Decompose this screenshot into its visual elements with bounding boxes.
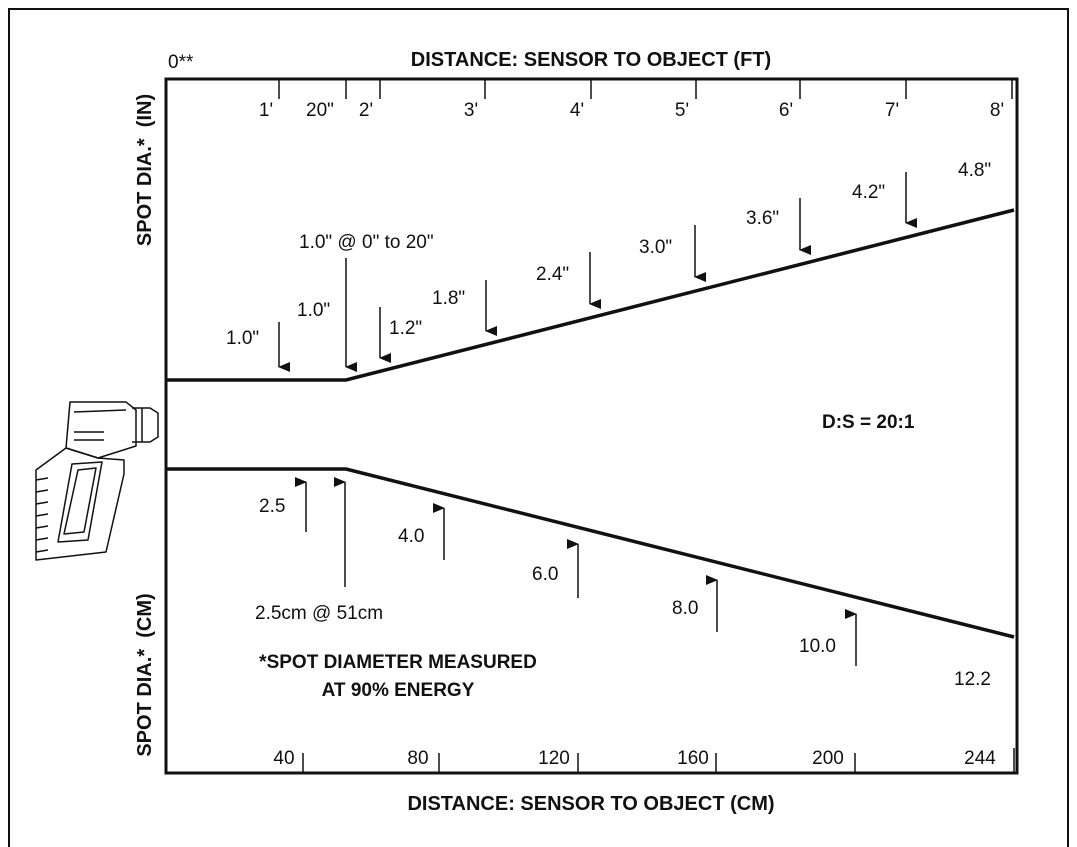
inch-callout-label: 1.0"	[297, 300, 330, 321]
bottom-axis-title: DISTANCE: SENSOR TO OBJECT (CM)	[407, 793, 774, 815]
lower-beam-line	[166, 467, 1015, 639]
bottom-tick-label: 244	[964, 748, 996, 769]
cm-arrows	[295, 477, 857, 666]
top-tick-label: 4'	[570, 100, 584, 121]
top-tick-label: 2'	[359, 100, 373, 121]
top-axis-ticks	[278, 79, 1013, 99]
bottom-tick-label: 80	[407, 748, 428, 769]
cm-callout-label: 12.2	[954, 669, 991, 690]
inch-callout-label: 1.0"	[226, 328, 259, 349]
cm-callout-label: 2.5	[259, 496, 285, 517]
origin-label: 0**	[168, 52, 194, 73]
footnote-line-1: *SPOT DIAMETER MEASURED	[259, 652, 537, 673]
bottom-tick-labels: 40 80 120 160 200 244	[273, 748, 996, 769]
inch-arrows	[278, 172, 917, 372]
infrared-thermometer-icon	[35, 401, 159, 561]
outer-border	[8, 8, 1069, 847]
top-tick-label: 20"	[306, 100, 334, 121]
inch-callout-label: 1.0" @ 0" to 20"	[299, 232, 434, 253]
cm-callout-label: 6.0	[532, 564, 558, 585]
bottom-tick-label: 120	[538, 748, 570, 769]
inch-callout-label: 2.4"	[536, 264, 569, 285]
top-tick-label: 3'	[464, 100, 478, 121]
bottom-axis-ticks	[302, 748, 1015, 773]
left-upper-title: SPOT DIA.* (IN)	[134, 94, 156, 246]
top-tick-label: 1'	[259, 100, 273, 121]
footnote-line-2: AT 90% ENERGY	[322, 680, 475, 701]
inch-callout-label: 4.8"	[958, 160, 991, 181]
inch-callout-label: 3.0"	[639, 237, 672, 258]
top-tick-label: 7'	[885, 100, 899, 121]
cm-labels: 2.5 2.5cm @ 51cm 4.0 6.0 8.0 10.0 12.2	[255, 496, 991, 690]
inch-callout-label: 1.2"	[389, 318, 422, 339]
bottom-tick-label: 40	[273, 748, 294, 769]
inch-callout-label: 3.6"	[746, 208, 779, 229]
cm-callout-label: 8.0	[672, 598, 698, 619]
bottom-tick-label: 160	[677, 748, 709, 769]
top-tick-labels: 1' 20" 2' 3' 4' 5' 6' 7' 8'	[259, 100, 1004, 121]
left-lower-title: SPOT DIA.* (CM)	[134, 593, 156, 756]
cm-callout-label: 4.0	[398, 526, 424, 547]
inch-callout-label: 4.2"	[852, 182, 885, 203]
cm-callout-label: 2.5cm @ 51cm	[255, 603, 383, 624]
top-tick-label: 8'	[990, 100, 1004, 121]
ratio-label: D:S = 20:1	[822, 412, 915, 433]
inch-labels: 1.0" @ 0" to 20" 1.0" 1.0" 1.2" 1.8" 2.4…	[226, 160, 991, 349]
upper-beam-line	[166, 208, 1015, 382]
bottom-tick-label: 200	[812, 748, 844, 769]
inch-callout-label: 1.8"	[432, 288, 465, 309]
cm-callout-label: 10.0	[799, 636, 836, 657]
top-tick-label: 5'	[675, 100, 689, 121]
top-axis-title: DISTANCE: SENSOR TO OBJECT (FT)	[411, 49, 771, 71]
top-tick-label: 6'	[779, 100, 793, 121]
